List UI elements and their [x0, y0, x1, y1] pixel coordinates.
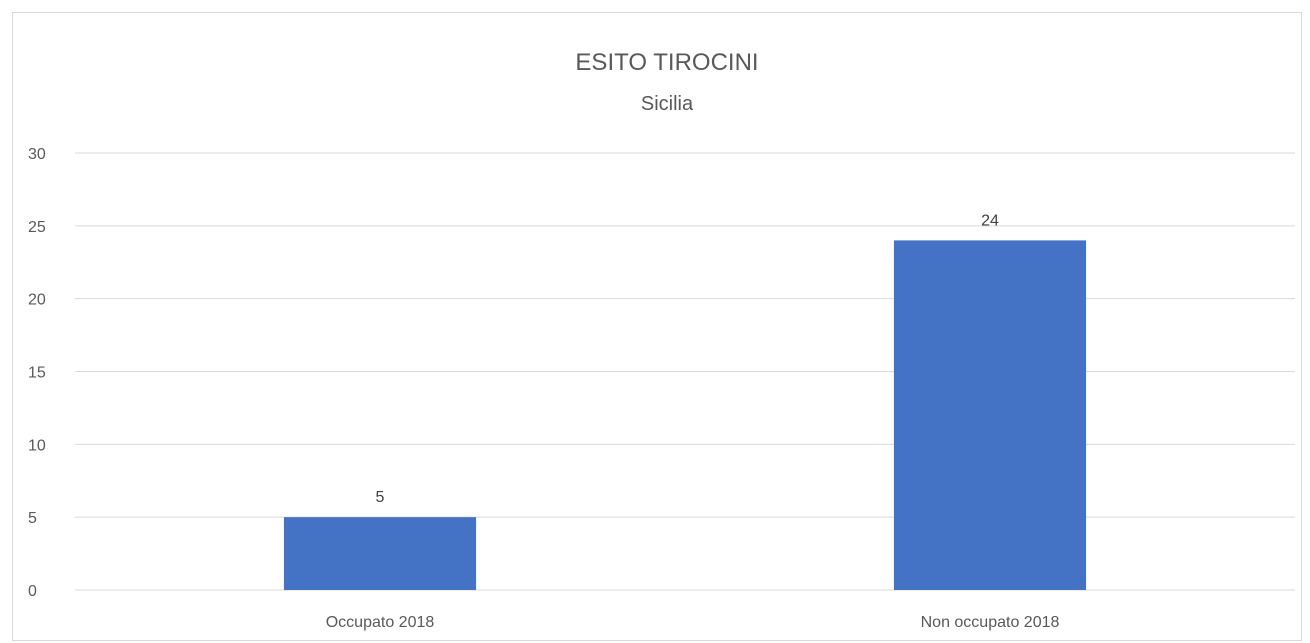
y-tick-label: 20: [28, 292, 46, 309]
y-tick-label: 10: [28, 437, 46, 454]
y-tick-label: 30: [28, 146, 46, 163]
chart-title: ESITO TIROCINI: [575, 49, 758, 76]
chart-frame: [12, 12, 1302, 641]
x-tick-label: Non occupato 2018: [921, 614, 1060, 631]
y-tick-label: 5: [28, 510, 37, 527]
x-tick-label: Occupato 2018: [326, 614, 435, 631]
y-tick-label: 15: [28, 365, 46, 382]
chart-subtitle: Sicilia: [641, 93, 694, 115]
bars: [283, 240, 1087, 590]
y-axis-ticks: 0 5 10 15 20 25 30: [28, 146, 46, 600]
bar: [283, 517, 477, 590]
x-axis-ticks: Occupato 2018 Non occupato 2018: [326, 614, 1060, 631]
y-tick-label: 0: [28, 583, 37, 600]
data-labels: 5 24: [376, 212, 999, 506]
bar: [893, 240, 1087, 590]
y-tick-label: 25: [28, 219, 46, 236]
gridlines: [75, 152, 1295, 591]
data-label: 5: [376, 489, 385, 506]
data-label: 24: [981, 212, 999, 229]
